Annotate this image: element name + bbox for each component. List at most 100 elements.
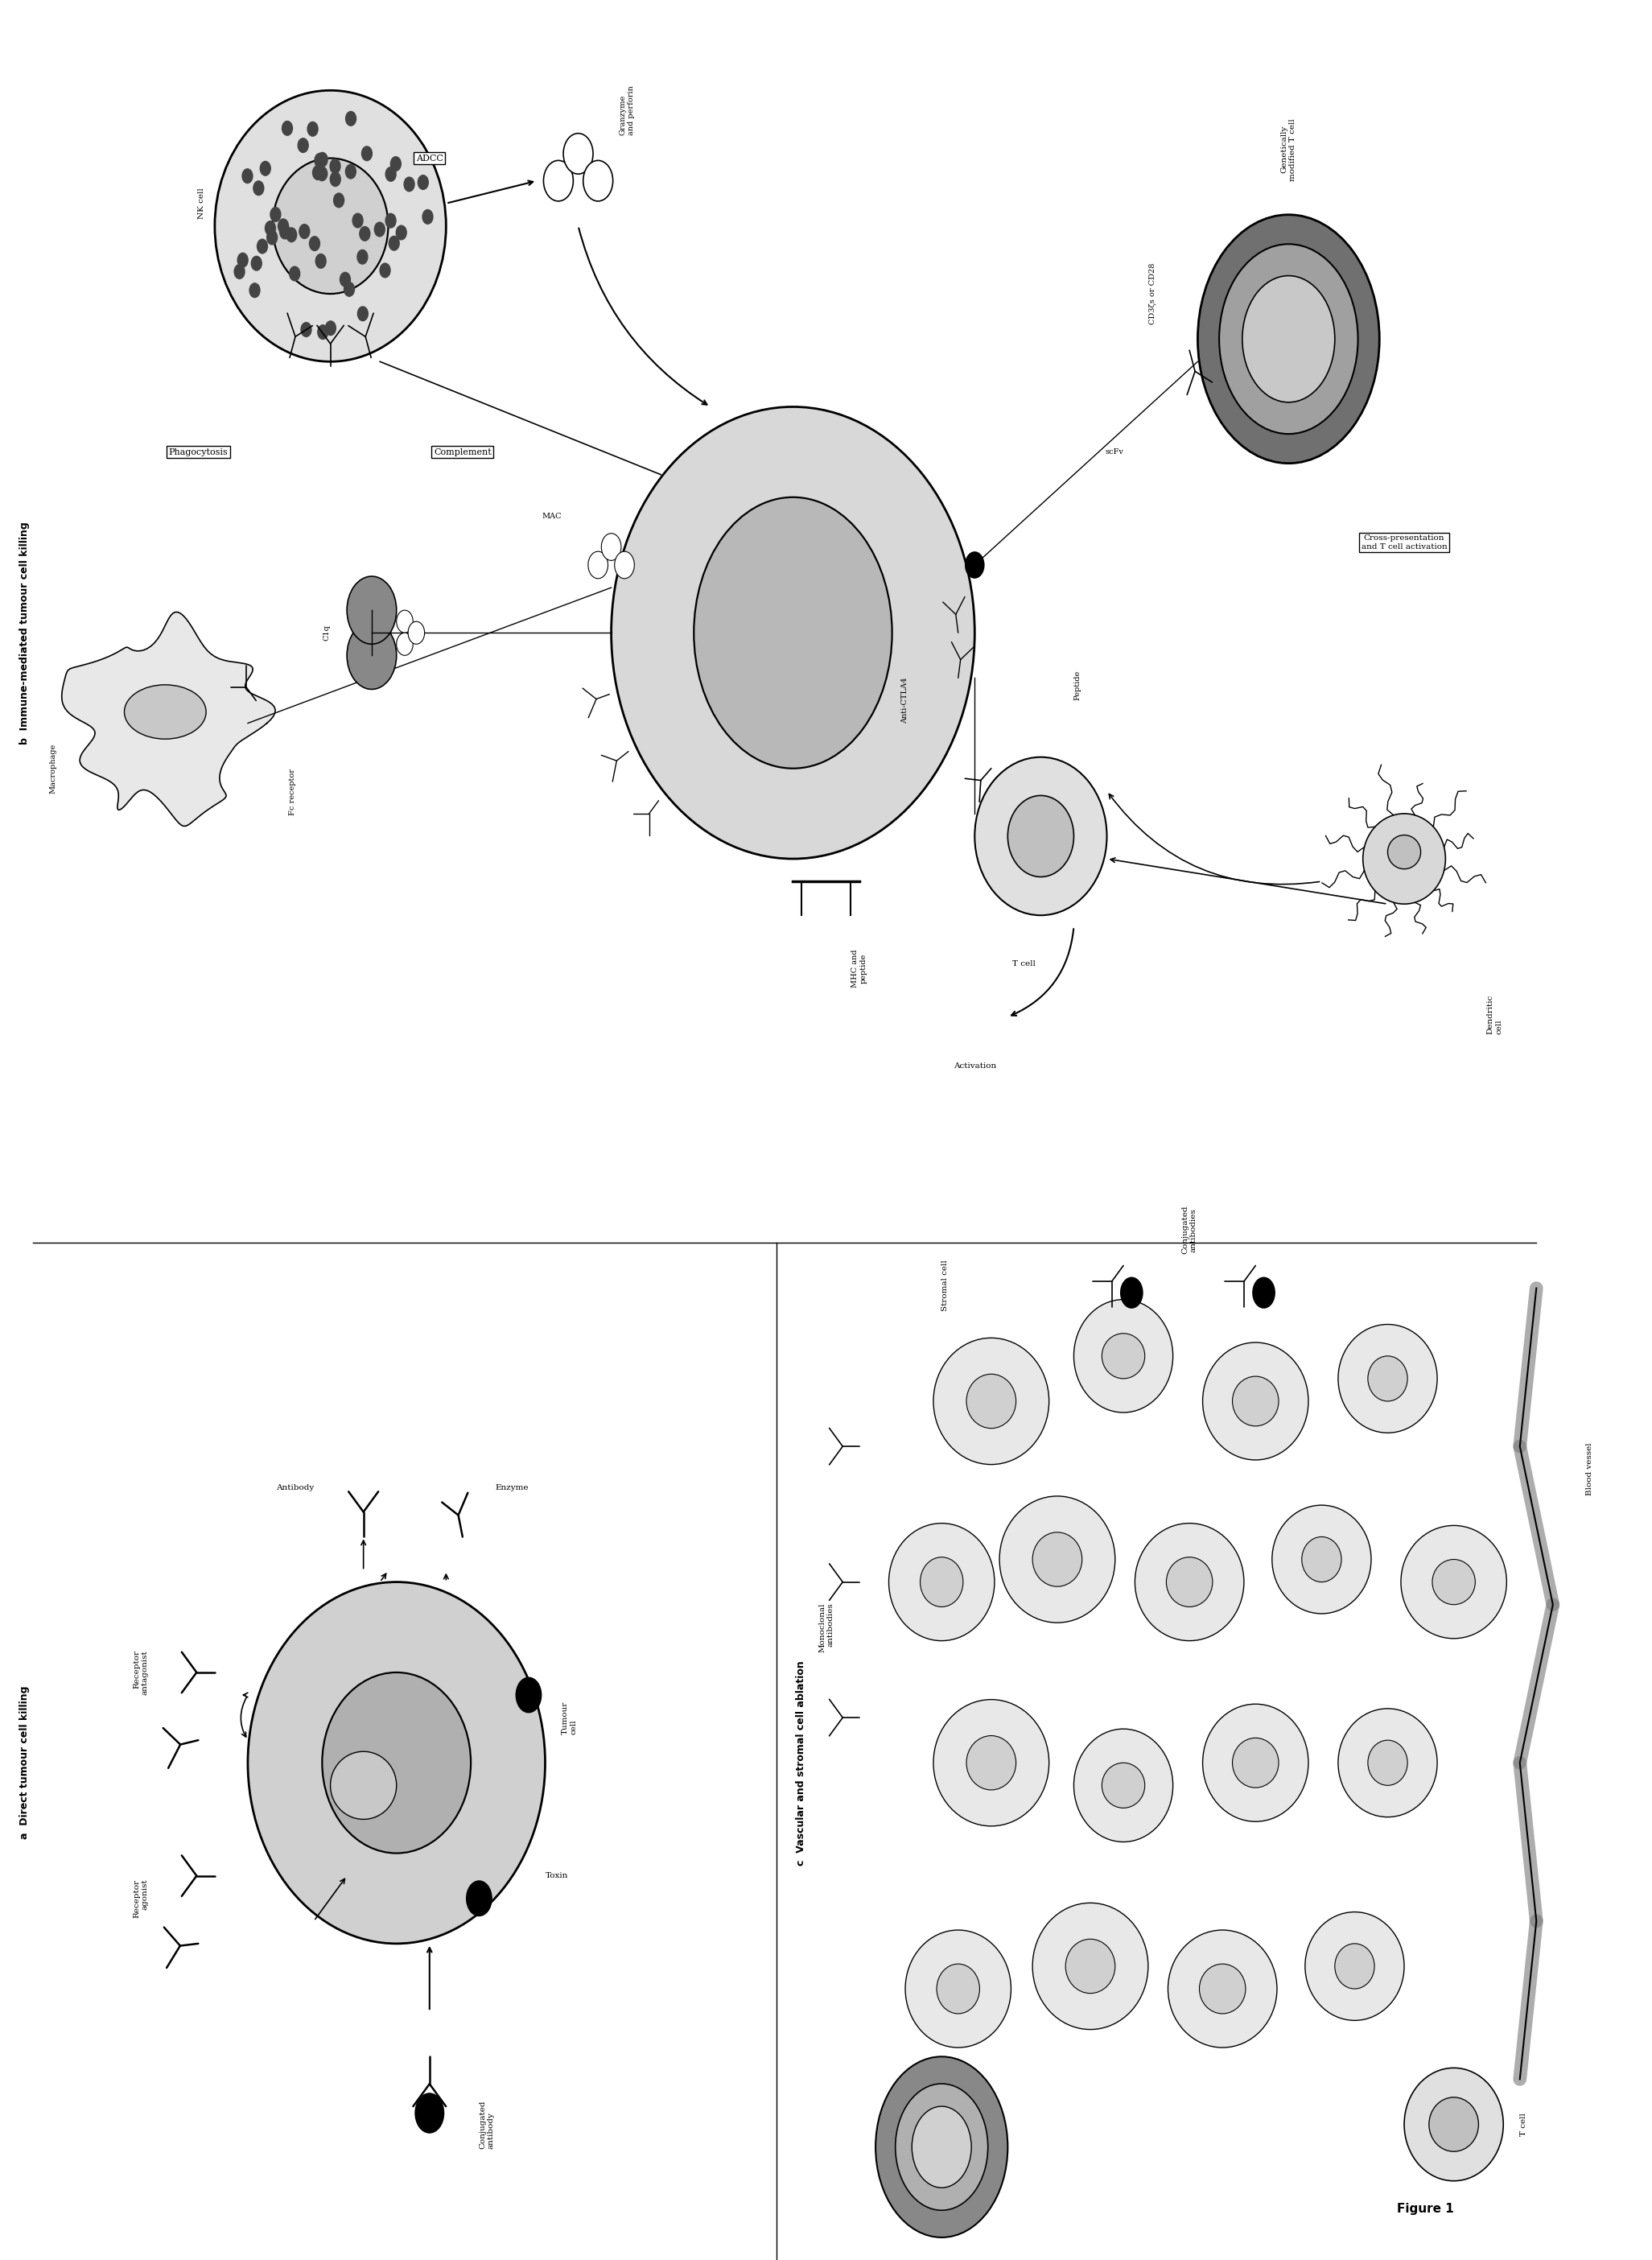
Text: Conjugated
antibody: Conjugated antibody: [479, 2100, 494, 2149]
Text: C1q: C1q: [324, 624, 330, 642]
Circle shape: [289, 267, 301, 280]
Circle shape: [312, 165, 324, 181]
Ellipse shape: [975, 757, 1107, 915]
Circle shape: [380, 262, 390, 278]
Ellipse shape: [1074, 1299, 1173, 1412]
Ellipse shape: [1432, 1559, 1475, 1605]
Circle shape: [375, 221, 385, 237]
Ellipse shape: [1338, 1709, 1437, 1817]
Circle shape: [418, 176, 428, 190]
Text: Receptor
antagonist: Receptor antagonist: [134, 1650, 149, 1695]
Circle shape: [1198, 215, 1379, 463]
Ellipse shape: [215, 90, 446, 362]
Circle shape: [317, 167, 327, 181]
Ellipse shape: [889, 1523, 995, 1641]
Ellipse shape: [1066, 1939, 1115, 1993]
Text: Enzyme: Enzyme: [496, 1485, 529, 1492]
Circle shape: [258, 240, 268, 253]
Ellipse shape: [1102, 1333, 1145, 1379]
Ellipse shape: [611, 407, 975, 859]
Text: Conjugated
antibodies: Conjugated antibodies: [1181, 1205, 1198, 1254]
Circle shape: [1120, 1277, 1143, 1309]
Circle shape: [243, 169, 253, 183]
Circle shape: [1219, 244, 1358, 434]
Ellipse shape: [248, 1582, 545, 1944]
Ellipse shape: [1232, 1738, 1279, 1788]
Ellipse shape: [1074, 1729, 1173, 1842]
Circle shape: [388, 235, 400, 251]
Ellipse shape: [1388, 834, 1421, 868]
Text: CD3ζs or CD28: CD3ζs or CD28: [1150, 262, 1156, 325]
Ellipse shape: [905, 1930, 1011, 2048]
Ellipse shape: [966, 1736, 1016, 1790]
Circle shape: [396, 633, 413, 655]
Circle shape: [325, 321, 335, 334]
Circle shape: [515, 1677, 542, 1713]
Circle shape: [334, 192, 344, 208]
Circle shape: [347, 576, 396, 644]
Ellipse shape: [330, 1752, 396, 1819]
Text: Fc receptor: Fc receptor: [289, 768, 296, 816]
Text: Genetically
modified T cell: Genetically modified T cell: [1280, 118, 1297, 181]
Circle shape: [282, 122, 292, 136]
Circle shape: [309, 237, 320, 251]
Circle shape: [415, 2093, 444, 2133]
Ellipse shape: [1203, 1342, 1308, 1460]
Circle shape: [601, 533, 621, 560]
Text: MAC: MAC: [542, 513, 562, 520]
Circle shape: [344, 282, 355, 296]
Text: Stromal cell: Stromal cell: [942, 1259, 948, 1311]
Circle shape: [271, 208, 281, 221]
Circle shape: [390, 156, 401, 172]
Ellipse shape: [1338, 1324, 1437, 1433]
Circle shape: [259, 160, 271, 176]
Circle shape: [330, 172, 340, 185]
Circle shape: [251, 255, 261, 271]
Text: T cell: T cell: [1520, 2113, 1526, 2136]
Ellipse shape: [1305, 1912, 1404, 2020]
Circle shape: [352, 212, 363, 228]
Polygon shape: [61, 612, 276, 827]
Ellipse shape: [1368, 1356, 1408, 1401]
Circle shape: [423, 210, 433, 224]
Ellipse shape: [1199, 1964, 1246, 2014]
Circle shape: [299, 224, 309, 240]
Ellipse shape: [937, 1964, 980, 2014]
Ellipse shape: [1302, 1537, 1341, 1582]
Circle shape: [583, 160, 613, 201]
Ellipse shape: [1404, 2068, 1503, 2181]
Circle shape: [316, 253, 325, 269]
Circle shape: [362, 147, 372, 160]
Circle shape: [278, 219, 289, 233]
Circle shape: [286, 228, 297, 242]
Circle shape: [264, 221, 276, 235]
Ellipse shape: [966, 1374, 1016, 1428]
Ellipse shape: [1368, 1740, 1408, 1785]
Text: Anti-CTLA4: Anti-CTLA4: [902, 678, 909, 723]
Ellipse shape: [124, 685, 206, 739]
Circle shape: [301, 323, 311, 337]
Circle shape: [268, 231, 278, 244]
Circle shape: [466, 1880, 492, 1916]
Text: c  Vascular and stromal cell ablation: c Vascular and stromal cell ablation: [796, 1661, 806, 1864]
Circle shape: [249, 282, 259, 298]
Ellipse shape: [1363, 814, 1446, 904]
Circle shape: [317, 151, 327, 167]
Ellipse shape: [1135, 1523, 1244, 1641]
Ellipse shape: [1272, 1505, 1371, 1614]
Circle shape: [396, 610, 413, 633]
Ellipse shape: [1032, 1532, 1082, 1587]
Ellipse shape: [1102, 1763, 1145, 1808]
Circle shape: [297, 138, 309, 151]
Ellipse shape: [920, 1557, 963, 1607]
Ellipse shape: [1166, 1557, 1213, 1607]
Text: Receptor
agonist: Receptor agonist: [134, 1878, 149, 1919]
Text: Cross-presentation
and T cell activation: Cross-presentation and T cell activation: [1361, 536, 1447, 549]
Circle shape: [405, 176, 415, 192]
Ellipse shape: [933, 1338, 1049, 1464]
Circle shape: [965, 551, 985, 579]
Circle shape: [253, 181, 264, 194]
Circle shape: [385, 212, 396, 228]
Text: Monoclonal
antibodies: Monoclonal antibodies: [819, 1602, 834, 1652]
Circle shape: [563, 133, 593, 174]
